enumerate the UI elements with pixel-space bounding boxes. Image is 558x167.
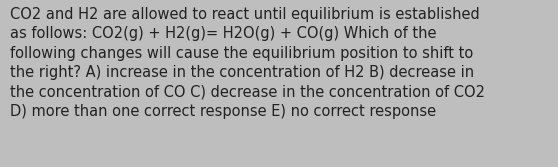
Text: CO2 and H2 are allowed to react until equilibrium is established
as follows: CO2: CO2 and H2 are allowed to react until eq… bbox=[10, 7, 485, 119]
